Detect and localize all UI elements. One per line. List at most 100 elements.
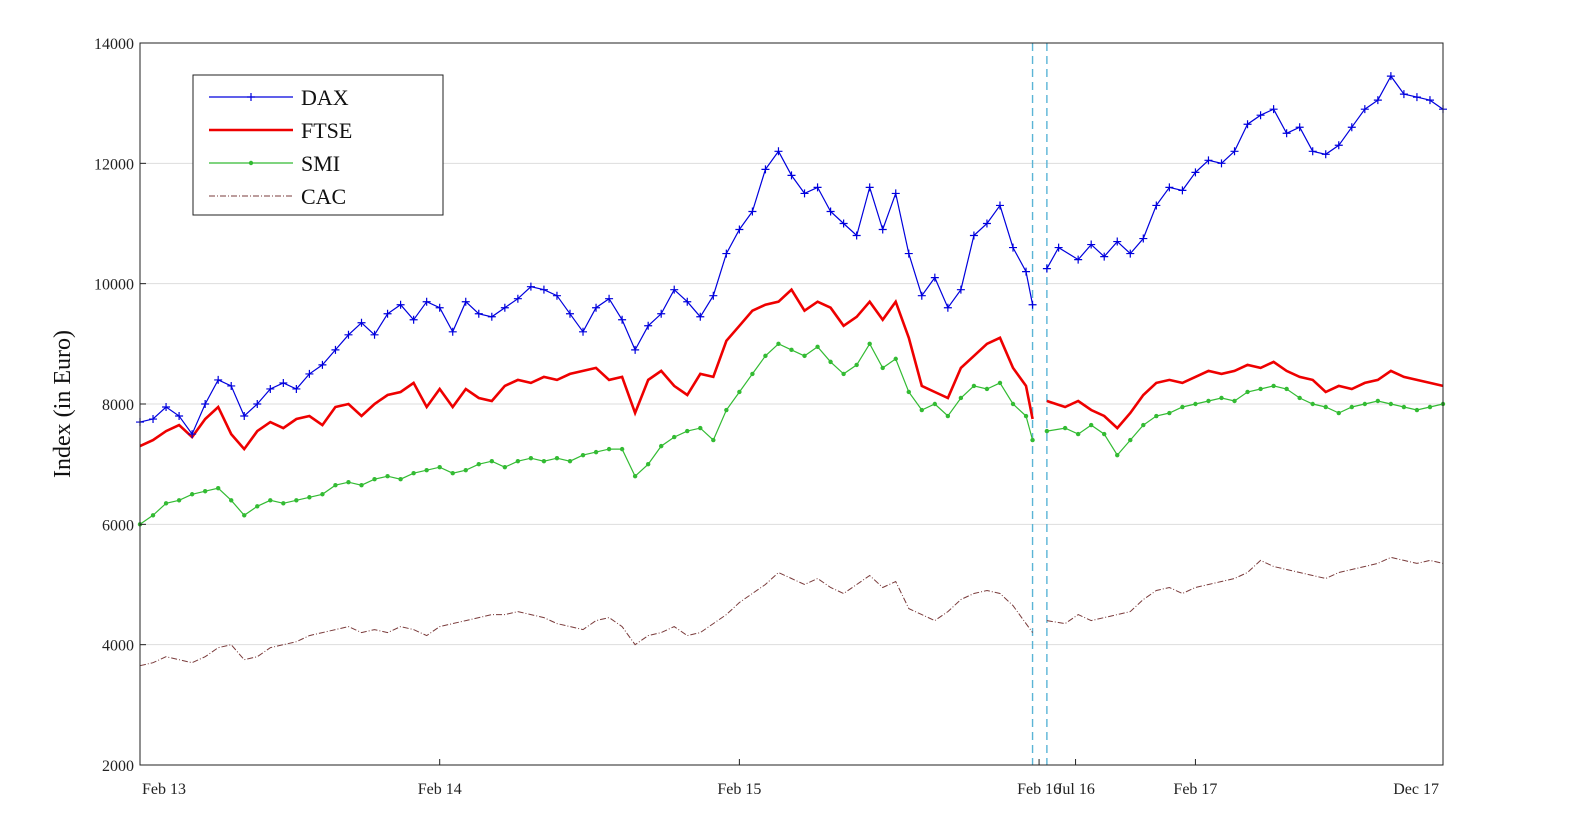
data-point-smi xyxy=(163,501,169,506)
data-point-dax xyxy=(1028,300,1037,309)
data-point-dax xyxy=(709,291,718,300)
data-point-dax xyxy=(513,294,522,303)
data-point-smi xyxy=(1044,428,1050,434)
data-point-smi xyxy=(1232,398,1237,404)
data-point-smi xyxy=(580,452,586,458)
data-point-dax xyxy=(800,189,809,198)
data-point-smi xyxy=(215,486,221,491)
data-point-dax xyxy=(683,297,692,306)
data-point-smi xyxy=(1297,395,1302,401)
data-point-dax xyxy=(1399,90,1408,99)
data-point-dax xyxy=(969,231,978,240)
data-point-dax xyxy=(1308,147,1317,156)
data-point-dax xyxy=(500,303,509,312)
x-tick-label: Dec 17 xyxy=(1393,781,1439,798)
data-point-dax xyxy=(266,384,275,393)
data-point-dax xyxy=(1217,159,1226,168)
y-axis-title: Index (in Euro) xyxy=(50,330,76,478)
data-point-smi xyxy=(659,443,664,449)
data-point-smi xyxy=(919,407,924,413)
data-point-dax xyxy=(1347,123,1356,132)
data-point-smi xyxy=(294,498,299,503)
legend-label-dax: DAX xyxy=(301,85,349,110)
data-point-dax xyxy=(1204,156,1213,165)
data-point-smi xyxy=(1336,410,1341,416)
data-point-smi xyxy=(1010,401,1016,407)
x-tick-label: Jul 16 xyxy=(1056,781,1095,798)
data-point-dax xyxy=(839,219,848,228)
data-point-smi xyxy=(1128,437,1133,443)
data-point-dax xyxy=(1152,201,1161,210)
data-point-dax xyxy=(214,375,223,384)
data-point-dax xyxy=(761,165,770,174)
series-line-dax xyxy=(1046,74,1444,269)
data-point-dax xyxy=(1165,183,1174,192)
data-point-smi xyxy=(1349,404,1354,410)
data-point-smi xyxy=(1284,386,1289,392)
data-point-dax xyxy=(435,303,444,312)
legend-label-ftse: FTSE xyxy=(301,118,352,143)
data-point-dax xyxy=(891,189,900,198)
data-point-dax xyxy=(1373,96,1382,105)
data-point-dax xyxy=(930,273,939,282)
data-point-dax xyxy=(565,309,574,318)
data-point-smi xyxy=(437,464,442,470)
data-point-dax xyxy=(631,345,640,354)
data-point-smi xyxy=(945,413,951,419)
data-point-smi xyxy=(411,470,416,476)
data-point-dax xyxy=(383,309,392,318)
y-tick-label: 10000 xyxy=(94,277,134,294)
data-point-dax xyxy=(1321,150,1330,159)
data-point-smi xyxy=(737,389,742,395)
data-point-smi xyxy=(828,359,833,365)
data-point-smi xyxy=(502,464,508,470)
legend-marker-smi xyxy=(248,160,254,166)
series-line-cac xyxy=(139,571,1034,667)
data-point-smi xyxy=(971,383,977,389)
data-point-smi xyxy=(1427,404,1433,410)
data-point-smi xyxy=(1375,398,1381,404)
series-line-dax xyxy=(139,150,1034,436)
data-point-smi xyxy=(763,353,768,359)
data-point-smi xyxy=(176,498,182,503)
data-point-dax xyxy=(1054,243,1063,252)
data-point-smi xyxy=(906,389,911,395)
data-point-dax xyxy=(1087,240,1096,249)
data-point-dax xyxy=(1191,168,1200,177)
data-point-dax xyxy=(1126,249,1135,258)
data-point-smi xyxy=(242,513,247,518)
data-point-dax xyxy=(943,303,952,312)
data-point-smi xyxy=(685,428,690,434)
data-point-dax xyxy=(774,147,783,156)
data-point-smi xyxy=(489,458,495,464)
data-point-dax xyxy=(1022,267,1031,276)
data-point-dax xyxy=(162,403,171,412)
x-tick-label: Feb 14 xyxy=(418,781,462,798)
data-point-dax xyxy=(748,207,757,216)
data-point-dax xyxy=(1295,123,1304,132)
legend-label-cac: CAC xyxy=(301,184,346,209)
data-point-smi xyxy=(281,501,286,506)
data-point-smi xyxy=(202,489,208,494)
data-point-smi xyxy=(776,341,781,347)
data-point-dax xyxy=(878,225,887,234)
x-tick-label: Feb 17 xyxy=(1173,781,1217,798)
data-point-smi xyxy=(320,492,325,497)
data-point-dax xyxy=(982,219,991,228)
data-point-dax xyxy=(1360,105,1369,114)
data-point-smi xyxy=(997,380,1003,386)
data-point-smi xyxy=(1167,410,1172,416)
data-point-smi xyxy=(398,477,403,482)
data-point-dax xyxy=(917,291,926,300)
data-point-smi xyxy=(619,446,625,452)
data-point-smi xyxy=(189,492,195,497)
data-point-dax xyxy=(292,384,301,393)
data-point-dax xyxy=(279,378,288,387)
data-point-smi xyxy=(1088,422,1094,428)
data-point-smi xyxy=(984,386,990,392)
series-line-smi xyxy=(1046,385,1444,457)
data-point-smi xyxy=(958,395,964,401)
data-point-smi xyxy=(1362,401,1368,407)
